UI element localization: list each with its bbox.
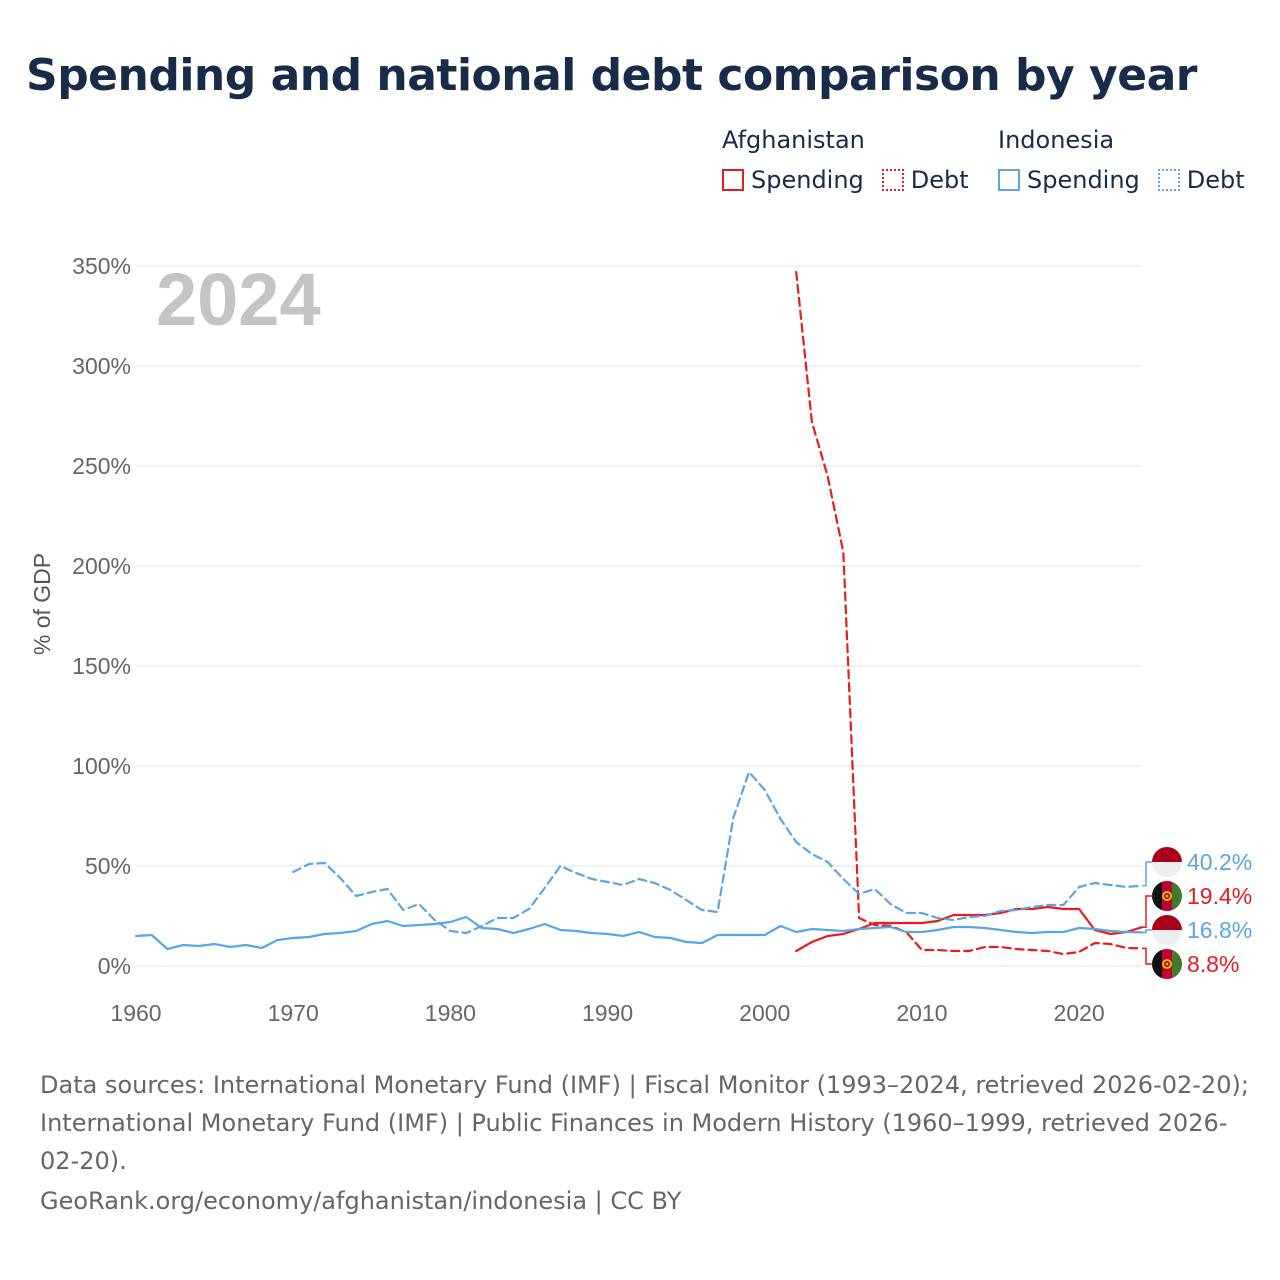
x-tick-label: 1990	[582, 1000, 633, 1026]
data-sources: Data sources: International Monetary Fun…	[40, 1071, 1249, 1175]
legend-indonesia-spending[interactable]: Spending	[998, 166, 1140, 194]
end-label-connector	[1142, 861, 1152, 887]
end-label-connector	[1142, 895, 1152, 928]
afghanistan-debt-line	[795, 270, 1144, 956]
solid-line-swatch-icon	[722, 169, 744, 191]
end-value-label: 8.8%	[1187, 951, 1239, 977]
legend-indonesia-name: Indonesia	[998, 126, 1115, 154]
y-axis-ticks: 0% 50% 100% 150% 200% 250% 300% 350%	[72, 253, 131, 979]
y-tick-label: 250%	[72, 453, 131, 479]
y-tick-label: 100%	[72, 753, 131, 779]
legend-indonesia-spending-label: Spending	[1027, 166, 1140, 194]
y-tick-label: 150%	[72, 653, 131, 679]
afghanistan-flag-icon	[1152, 881, 1182, 911]
x-tick-label: 1960	[110, 1000, 161, 1026]
year-label: 2024	[156, 258, 321, 341]
y-tick-label: 200%	[72, 553, 131, 579]
indonesia-flag-icon	[1152, 847, 1182, 877]
dotted-line-swatch-icon	[881, 169, 904, 191]
y-tick-label: 350%	[72, 253, 131, 279]
x-axis-ticks: 1960 1970 1980 1990 2000 2010 2020	[110, 1000, 1104, 1026]
site-credit: GeoRank.org/economy/afghanistan/indonesi…	[40, 1187, 682, 1215]
indonesia-spending-line	[134, 915, 1144, 951]
legend-afghanistan: Afghanistan Spending Debt	[722, 124, 987, 194]
line-chart: 0%50%100%150%200%250%300%350% 1960 1970 19…	[29, 253, 1252, 1026]
indonesia-flag-icon	[1152, 915, 1182, 945]
y-axis-label: % of GDP	[29, 553, 55, 655]
legend-afghanistan-name: Afghanistan	[722, 126, 865, 154]
end-value-label: 40.2%	[1187, 849, 1252, 875]
afghanistan-flag-icon	[1152, 949, 1182, 979]
legend-afghanistan-debt-label: Debt	[910, 166, 969, 194]
legend-indonesia: Indonesia Spending Debt	[998, 124, 1245, 194]
end-label-connector	[1142, 929, 1152, 934]
y-tick-label: 0%	[98, 953, 131, 979]
end-value-label: 19.4%	[1187, 883, 1252, 909]
series-lines	[134, 270, 1144, 956]
x-tick-label: 1980	[425, 1000, 476, 1026]
x-tick-label: 1970	[268, 1000, 319, 1026]
end-labels: 40.2% 19.4% 16.8% 8.8%	[1142, 847, 1252, 979]
end-label-connector	[1142, 947, 1152, 965]
legend-indonesia-debt-label: Debt	[1186, 166, 1245, 194]
legend-afghanistan-spending-label: Spending	[751, 166, 864, 194]
dotted-line-swatch-icon	[1157, 169, 1180, 191]
end-value-label: 16.8%	[1187, 917, 1252, 943]
legend-indonesia-debt[interactable]: Debt	[1157, 166, 1245, 194]
x-tick-label: 2000	[739, 1000, 790, 1026]
y-tick-label: 50%	[85, 853, 131, 879]
legend-afghanistan-debt[interactable]: Debt	[881, 166, 969, 194]
legend-afghanistan-spending[interactable]: Spending	[722, 166, 864, 194]
solid-line-swatch-icon	[998, 169, 1020, 191]
indonesia-debt-line	[292, 770, 1144, 935]
x-tick-label: 2010	[896, 1000, 947, 1026]
grid-lines	[136, 265, 1142, 967]
chart-title: Spending and national debt comparison by…	[26, 50, 1197, 101]
y-tick-label: 300%	[72, 353, 131, 379]
x-tick-label: 2020	[1054, 1000, 1105, 1026]
